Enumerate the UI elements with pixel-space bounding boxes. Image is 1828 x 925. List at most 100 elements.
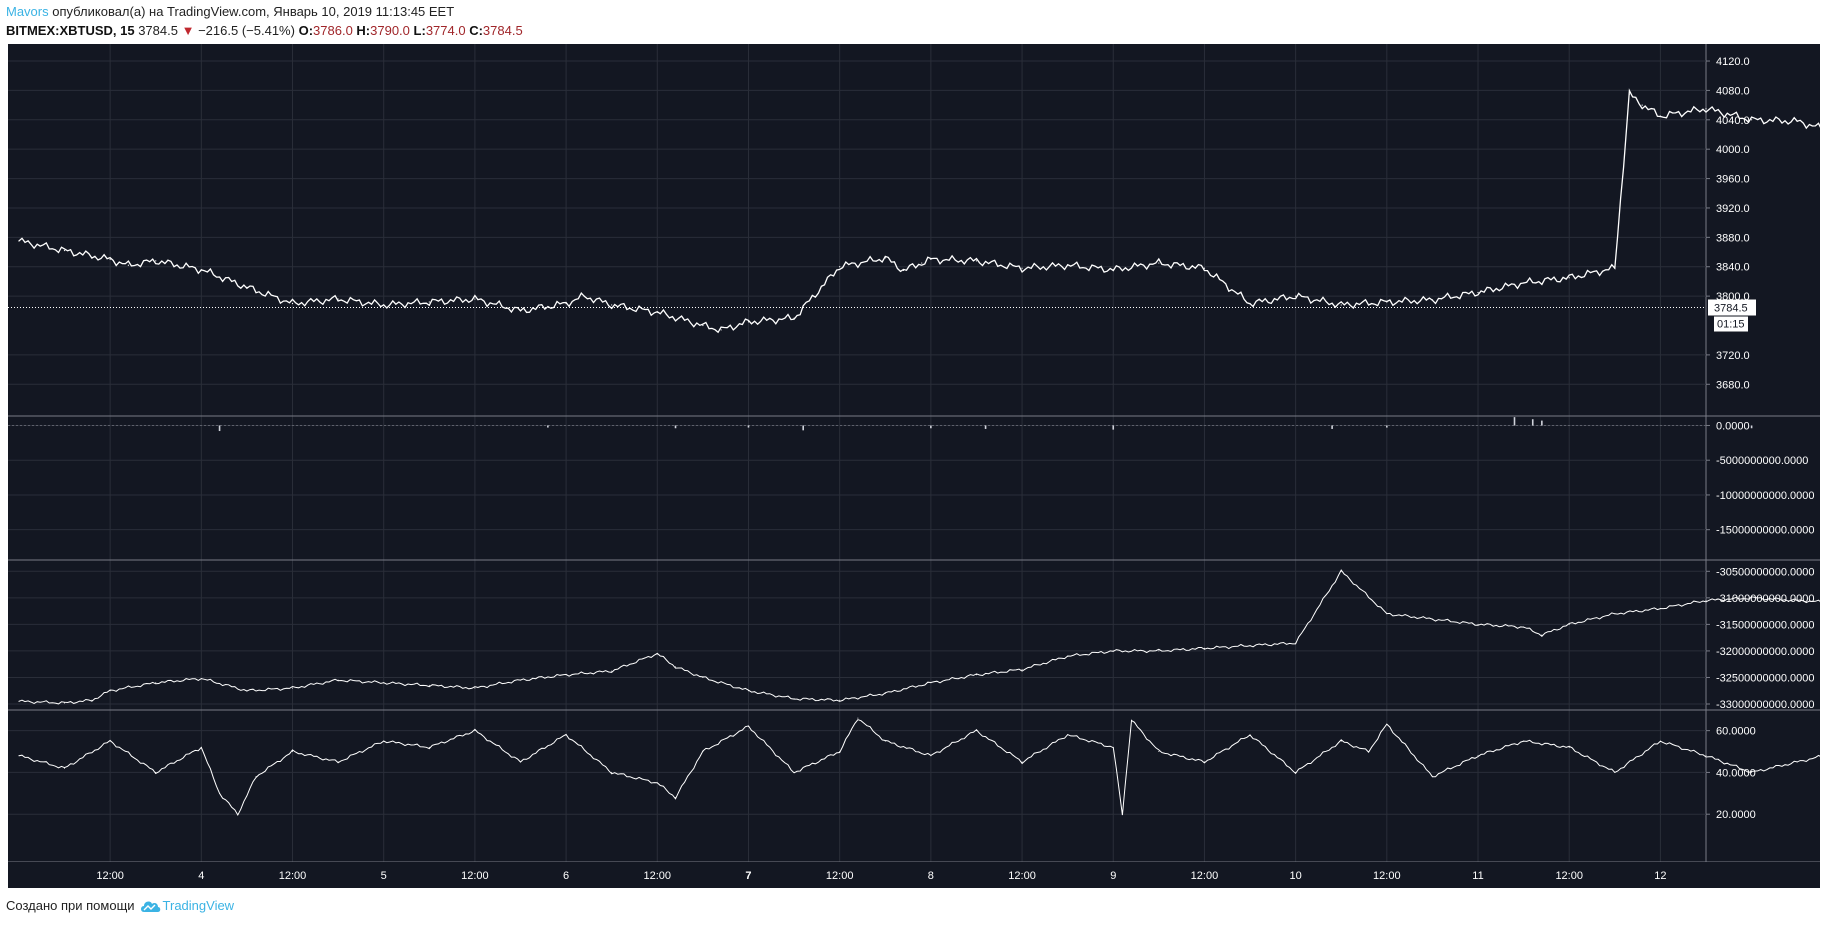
cumulative-delta-point	[1158, 650, 1160, 652]
price-data-point	[519, 310, 522, 312]
x-axis-background	[8, 862, 1820, 888]
price-data-point	[1295, 295, 1297, 297]
cumulative-delta-point	[930, 682, 932, 684]
price-data-point	[1750, 119, 1753, 121]
price-change: −216.5 (−5.41%)	[198, 23, 295, 38]
price-data-point	[1614, 267, 1616, 269]
price-data-point	[127, 264, 129, 266]
x-tick-label: 12	[1654, 870, 1666, 882]
oscillator-point	[1796, 761, 1798, 763]
oscillator-point	[1121, 813, 1123, 815]
y-tick-label: 3720.0	[1716, 350, 1750, 362]
oscillator-point	[1249, 734, 1251, 736]
publish-info: Mavors опубликовал(а) на TradingView.com…	[6, 4, 454, 19]
y-tick-label: 0.0000	[1716, 420, 1750, 432]
symbol-legend: BITMEX:XBTUSD, 15 3784.5 ▼ −216.5 (−5.41…	[6, 23, 523, 38]
oscillator-point	[1568, 746, 1570, 748]
y-tick-label: -5000000000.0000	[1716, 455, 1808, 467]
price-data-point	[1641, 104, 1643, 106]
cumulative-delta-point	[1751, 597, 1753, 599]
countdown-box	[1714, 316, 1748, 332]
cumulative-delta-point	[747, 690, 749, 692]
price-data-point	[18, 240, 20, 242]
price-data-point	[565, 302, 567, 305]
oscillator-point	[1340, 740, 1342, 742]
last-price-box	[1708, 299, 1756, 316]
oscillator-point	[474, 730, 476, 732]
x-tick-label: 12:00	[1555, 870, 1583, 882]
y-tick-label: 3680.0	[1716, 379, 1750, 391]
close-label: C:	[469, 23, 483, 38]
price-data-point	[921, 262, 923, 264]
y-tick-label: -33000000000.0000	[1716, 699, 1814, 711]
oscillator-point	[1158, 751, 1160, 753]
x-tick-label: 8	[928, 870, 934, 882]
oscillator-point	[1295, 771, 1297, 773]
oscillator-point	[675, 796, 677, 798]
oscillator-point	[975, 730, 977, 732]
price-data-point	[1705, 108, 1707, 110]
oscillator-point	[1021, 761, 1023, 763]
cumulative-delta-point	[1523, 626, 1525, 628]
price-data-point	[1568, 277, 1570, 279]
low-value: 3774.0	[425, 23, 466, 38]
price-series-line	[18, 88, 1828, 334]
x-tick-label: 5	[381, 870, 387, 882]
price-data-point	[246, 286, 248, 288]
oscillator-point	[1659, 740, 1661, 742]
open-value: 3786.0	[313, 23, 353, 38]
oscillator-point	[1368, 751, 1370, 753]
oscillator-point	[1751, 771, 1753, 773]
delta-bar	[747, 425, 750, 428]
price-data-point	[1067, 264, 1069, 266]
oscillator-point	[884, 740, 886, 742]
oscillator-point	[109, 740, 111, 742]
oscillator-point	[1705, 755, 1707, 757]
countdown-label: 01:15	[1717, 319, 1745, 331]
price-data-point	[1628, 93, 1630, 95]
price-data-point	[583, 295, 585, 297]
high-label: H:	[356, 23, 371, 38]
oscillator-point	[747, 725, 749, 727]
cumulative-delta-point	[675, 666, 677, 668]
oscillator-point	[255, 776, 257, 778]
x-tick-label: 11	[1472, 870, 1483, 882]
symbol-name: BITMEX:XBTUSD, 15	[6, 23, 135, 38]
y-tick-label: 3960.0	[1716, 174, 1750, 186]
oscillator-point	[219, 792, 221, 794]
price-data-point	[702, 324, 704, 327]
price-data-point	[793, 317, 795, 319]
oscillator-point	[18, 755, 20, 757]
price-data-point	[747, 321, 750, 323]
oscillator-point	[428, 746, 430, 748]
oscillator-point	[611, 771, 613, 773]
high-value: 3790.0	[370, 23, 410, 38]
cumulative-delta-point	[565, 674, 567, 676]
cumulative-delta-point	[975, 674, 977, 676]
price-data-point	[1796, 120, 1798, 122]
price-data-point	[1158, 262, 1160, 264]
delta-bar	[1386, 425, 1388, 428]
delta-bar	[984, 425, 987, 429]
close-value: 3784.5	[482, 23, 523, 38]
price-data-point	[291, 302, 294, 305]
y-tick-label: 3880.0	[1716, 232, 1750, 244]
oscillator-point	[155, 771, 157, 773]
x-tick-label: 12:00	[461, 870, 489, 882]
price-data-point	[975, 260, 978, 262]
x-tick-label: 12:00	[96, 870, 124, 882]
tradingview-logo[interactable]: TradingView	[139, 898, 234, 913]
oscillator-point	[839, 751, 841, 753]
author-link[interactable]: Mavors	[6, 4, 49, 19]
y-tick-label: -32500000000.0000	[1716, 672, 1814, 684]
delta-bar	[218, 425, 221, 432]
oscillator-point	[1431, 776, 1433, 778]
x-tick-label: 12:00	[1191, 870, 1219, 882]
cumulative-delta-point	[1295, 642, 1297, 644]
cumulative-delta-point	[1249, 645, 1251, 647]
cumulative-delta-point	[702, 676, 704, 678]
cumulative-delta-point	[109, 690, 111, 692]
oscillator-point	[520, 761, 522, 763]
delta-bar	[1541, 420, 1543, 426]
